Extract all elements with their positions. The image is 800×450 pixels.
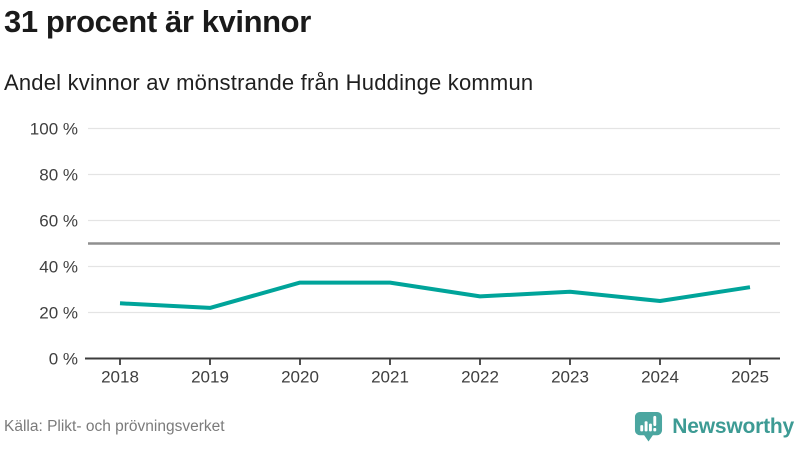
source-note: Källa: Plikt- och prövningsverket xyxy=(4,418,225,435)
y-axis-labels: 0 % 20 % 40 % 60 % 80 % 100 % xyxy=(30,120,78,369)
y-axis-tick-label: 80 % xyxy=(39,166,78,185)
chart-footer: Källa: Plikt- och prövningsverket Newswo… xyxy=(4,408,794,446)
x-axis-tick-label: 2022 xyxy=(461,368,499,387)
x-axis-tick-label: 2019 xyxy=(191,368,229,387)
speech-bubble-shape xyxy=(635,412,663,442)
gridlines xyxy=(88,127,780,314)
x-axis-tick-label: 2025 xyxy=(731,368,769,387)
bar-chart-exclamation-glyph xyxy=(640,415,657,432)
x-axis-tick-label: 2020 xyxy=(281,368,319,387)
x-axis-labels: 2018 2019 2020 2021 2022 2023 2024 2025 xyxy=(101,368,769,387)
x-axis-tick-label: 2023 xyxy=(551,368,589,387)
newsworthy-logo-text: Newsworthy xyxy=(672,415,794,438)
y-axis-tick-label: 20 % xyxy=(39,304,78,323)
y-axis-tick-label: 100 % xyxy=(30,120,78,139)
y-axis-tick-label: 40 % xyxy=(39,258,78,277)
x-axis-tick-label: 2021 xyxy=(371,368,409,387)
y-axis-tick-label: 0 % xyxy=(49,350,78,369)
newsworthy-logo[interactable]: Newsworthy xyxy=(634,411,794,443)
chart-subtitle: Andel kvinnor av mönstrande från Hudding… xyxy=(4,70,534,95)
x-axis-tick-label: 2024 xyxy=(641,368,679,387)
y-axis-tick-label: 60 % xyxy=(39,212,78,231)
data-line xyxy=(119,280,751,310)
newsworthy-logo-icon xyxy=(635,412,663,442)
x-axis-tick-label: 2018 xyxy=(101,368,139,387)
chart-title: 31 procent är kvinnor xyxy=(4,4,311,39)
x-axis-ticks xyxy=(119,358,751,365)
